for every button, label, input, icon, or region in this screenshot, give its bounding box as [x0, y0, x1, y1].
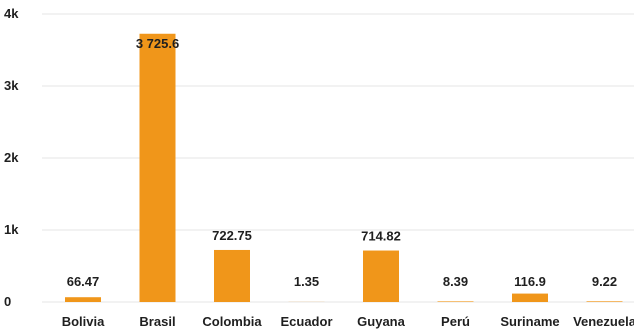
- data-label: 1.35: [294, 274, 319, 289]
- y-axis-ticks: 0 1k 2k 3k 4k: [4, 6, 19, 309]
- x-tick-label: Ecuador: [280, 314, 332, 329]
- y-tick-label: 2k: [4, 150, 19, 165]
- y-tick-label: 1k: [4, 222, 19, 237]
- x-tick-label: Brasil: [139, 314, 175, 329]
- data-labels: 66.47 3 725.6 722.75 1.35 714.82 8.39 116.9 9.2…: [67, 36, 617, 289]
- x-tick-label: Suriname: [500, 314, 559, 329]
- data-label: 9.22: [592, 274, 617, 289]
- x-tick-label: Bolivia: [62, 314, 105, 329]
- y-tick-label: 0: [4, 294, 11, 309]
- gridlines: [42, 13, 634, 303]
- data-label: 714.82: [361, 229, 401, 244]
- y-tick-label: 3k: [4, 78, 19, 93]
- data-label: 722.75: [212, 228, 252, 243]
- x-tick-label: Perú: [441, 314, 470, 329]
- bar[interactable]: [363, 250, 399, 302]
- bar[interactable]: [512, 293, 548, 302]
- y-tick-label: 4k: [4, 6, 19, 21]
- data-label: 66.47: [67, 274, 100, 289]
- bar[interactable]: [139, 33, 176, 302]
- x-axis-ticks: Bolivia Brasil Colombia Ecuador Guyana Perú Su…: [62, 314, 634, 329]
- data-label: 116.9: [514, 274, 546, 289]
- bar[interactable]: [65, 297, 101, 302]
- bars: [65, 33, 623, 302]
- x-tick-label: Guyana: [357, 314, 405, 329]
- x-tick-label: Venezuela: [573, 314, 634, 329]
- x-tick-label: Colombia: [202, 314, 262, 329]
- bar[interactable]: [214, 249, 250, 302]
- data-label: 8.39: [443, 274, 468, 289]
- bar[interactable]: [586, 301, 623, 302]
- data-label: 3 725.6: [136, 36, 179, 51]
- bar[interactable]: [437, 301, 474, 302]
